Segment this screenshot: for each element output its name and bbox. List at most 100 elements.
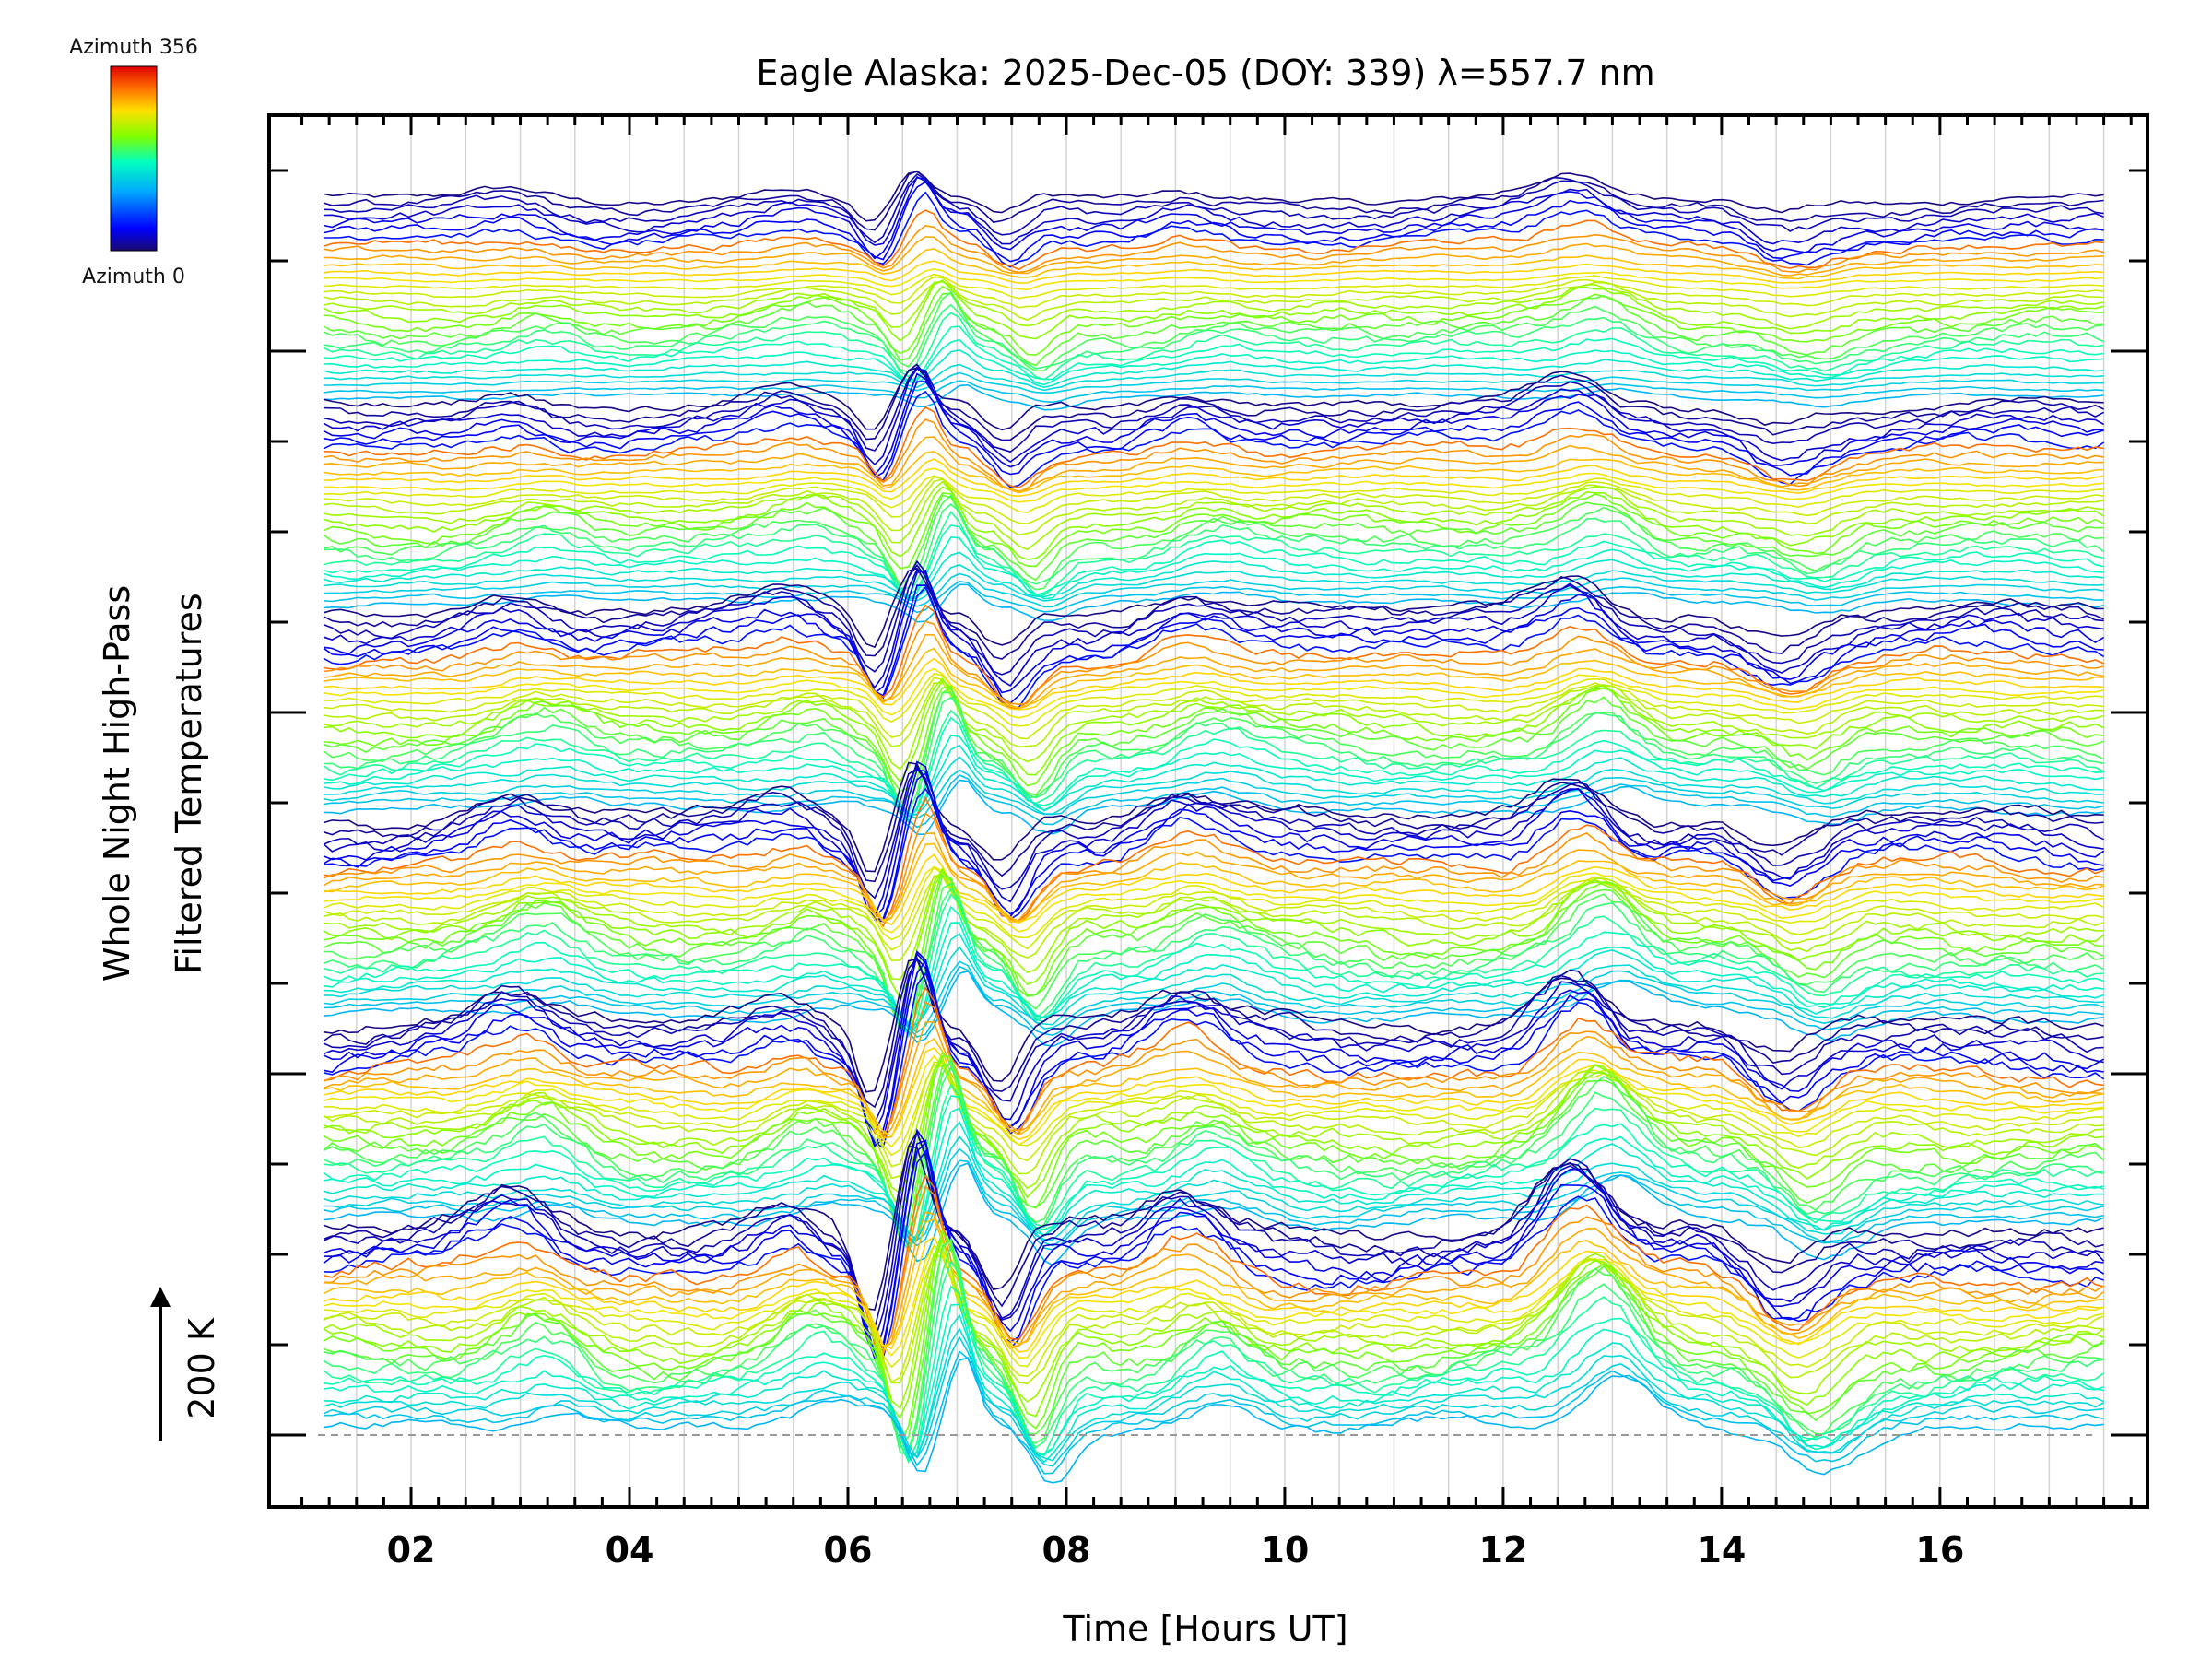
trace-83 bbox=[324, 716, 2104, 818]
trace-115 bbox=[324, 932, 2104, 1029]
trace-21 bbox=[324, 303, 2104, 373]
trace-16 bbox=[324, 280, 2104, 330]
trace-90 bbox=[323, 761, 2104, 873]
trace-9 bbox=[324, 236, 2104, 276]
trace-48 bbox=[323, 491, 2104, 570]
trace-38 bbox=[324, 418, 2104, 492]
trace-74 bbox=[324, 677, 2104, 740]
trace-103 bbox=[323, 866, 2104, 941]
trace-73 bbox=[324, 672, 2104, 727]
trace-138 bbox=[323, 1055, 2104, 1232]
trace-121 bbox=[323, 956, 2104, 1109]
trace-84 bbox=[324, 735, 2104, 817]
trace-167 bbox=[323, 1229, 2104, 1420]
trace-153 bbox=[324, 1128, 2105, 1359]
trace-95 bbox=[323, 771, 2104, 921]
x-tick-label-10: 10 bbox=[1260, 1530, 1309, 1571]
trace-18 bbox=[324, 285, 2104, 357]
trace-133 bbox=[324, 1064, 2104, 1157]
trace-61 bbox=[323, 563, 2104, 660]
trace-144 bbox=[324, 1107, 2104, 1245]
trace-19 bbox=[323, 292, 2104, 367]
trace-33 bbox=[323, 367, 2104, 466]
trace-125 bbox=[324, 959, 2104, 1147]
x-tick-label-06: 06 bbox=[824, 1530, 873, 1571]
trace-135 bbox=[323, 1058, 2104, 1180]
trace-142 bbox=[324, 1083, 2104, 1253]
x-tick-label-04: 04 bbox=[606, 1530, 654, 1571]
trace-118 bbox=[324, 965, 2104, 1039]
trace-55 bbox=[323, 551, 2104, 599]
trace-23 bbox=[324, 325, 2104, 382]
trace-15 bbox=[324, 280, 2104, 321]
trace-78 bbox=[324, 686, 2104, 793]
trace-37 bbox=[324, 406, 2104, 489]
trace-92 bbox=[323, 765, 2104, 900]
trace-24 bbox=[324, 338, 2104, 386]
trace-77 bbox=[324, 679, 2104, 783]
trace-109 bbox=[323, 874, 2104, 1028]
trace-13 bbox=[324, 273, 2104, 300]
trace-127 bbox=[324, 986, 2104, 1140]
trace-43 bbox=[324, 475, 2104, 513]
trace-120 bbox=[324, 959, 2104, 1093]
trace-106 bbox=[324, 866, 2104, 981]
trace-91 bbox=[323, 767, 2104, 883]
trace-66 bbox=[323, 585, 2105, 709]
trace-26 bbox=[324, 363, 2104, 392]
scale-label: 200 K bbox=[182, 1317, 222, 1419]
trace-68 bbox=[324, 620, 2104, 706]
trace-75 bbox=[324, 681, 2104, 748]
trace-7 bbox=[323, 209, 2104, 271]
trace-122 bbox=[323, 957, 2104, 1125]
trace-102 bbox=[324, 865, 2104, 934]
trace-97 bbox=[324, 796, 2104, 928]
trace-8 bbox=[324, 224, 2104, 274]
trace-100 bbox=[324, 842, 2104, 924]
trace-148 bbox=[324, 1159, 2104, 1251]
trace-6 bbox=[324, 191, 2104, 268]
trace-139 bbox=[323, 1063, 2105, 1241]
trace-155 bbox=[323, 1141, 2105, 1360]
trace-57 bbox=[324, 572, 2104, 608]
trace-151 bbox=[323, 1130, 2104, 1330]
trace-163 bbox=[324, 1243, 2104, 1369]
trace-11 bbox=[324, 260, 2104, 284]
trace-30 bbox=[324, 367, 2104, 431]
trace-166 bbox=[323, 1239, 2105, 1410]
trace-160 bbox=[323, 1218, 2104, 1347]
trace-156 bbox=[324, 1149, 2104, 1359]
trace-98 bbox=[323, 812, 2104, 924]
trace-70 bbox=[324, 647, 2104, 709]
trace-131 bbox=[324, 1047, 2104, 1141]
trace-173 bbox=[324, 1285, 2104, 1461]
trace-169 bbox=[323, 1237, 2104, 1446]
trace-35 bbox=[324, 381, 2104, 479]
trace-116 bbox=[324, 946, 2104, 1026]
trace-161 bbox=[323, 1236, 2104, 1353]
plot-frame bbox=[267, 113, 2149, 1509]
trace-36 bbox=[323, 390, 2105, 488]
trace-89 bbox=[324, 779, 2104, 836]
chart-title: Eagle Alaska: 2025-Dec-05 (DOY: 339) λ=5… bbox=[756, 53, 1654, 93]
trace-52 bbox=[324, 510, 2104, 597]
x-axis-title: Time [Hours UT] bbox=[1062, 1608, 1347, 1649]
trace-137 bbox=[323, 1051, 2104, 1212]
trace-159 bbox=[324, 1211, 2105, 1351]
trace-123 bbox=[323, 949, 2104, 1134]
trace-29 bbox=[324, 383, 2104, 411]
trace-94 bbox=[323, 769, 2105, 919]
trace-27 bbox=[324, 371, 2104, 394]
colorbar bbox=[110, 65, 158, 252]
scale-arrow-head bbox=[150, 1287, 171, 1307]
trace-136 bbox=[323, 1057, 2104, 1194]
trace-124 bbox=[323, 952, 2104, 1148]
trace-132 bbox=[323, 1054, 2104, 1148]
y-axis-title-line1: Whole Night High-Pass bbox=[97, 585, 137, 982]
trace-108 bbox=[324, 868, 2104, 1019]
trace-82 bbox=[323, 709, 2104, 824]
trace-44 bbox=[324, 476, 2104, 525]
trace-128 bbox=[323, 1001, 2104, 1136]
trace-87 bbox=[324, 769, 2104, 819]
colorbar-bottom-label: Azimuth 0 bbox=[82, 265, 185, 288]
